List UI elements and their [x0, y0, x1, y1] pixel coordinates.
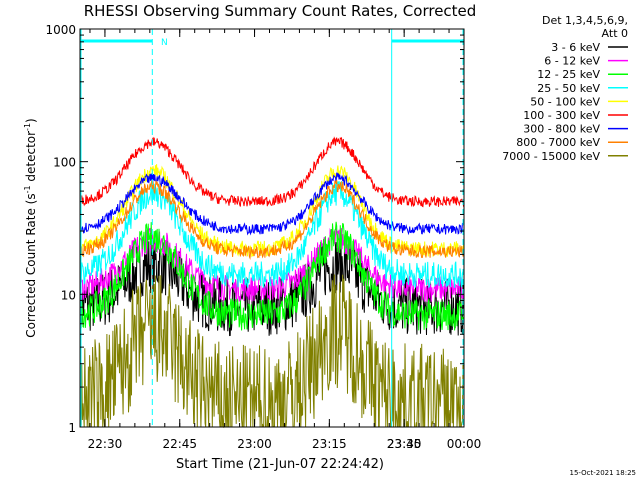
series-line-6: [79, 172, 464, 236]
plot-frame: [79, 28, 465, 428]
night-marker: N: [161, 38, 168, 48]
series-line-8: [79, 274, 465, 429]
legend-label-0: 3 - 6 keV: [551, 41, 600, 54]
y-axis-label: Corrected Count Rate (s-1 detector-1): [23, 118, 38, 337]
axis-ticks: 1 10 100 1000 22:30 22:45 23:00 23:15 23:3023:45…: [45, 23, 481, 451]
series-line-7: [79, 179, 465, 260]
y-axis-label-part2: detector: [24, 131, 38, 186]
x-tick-label-2: 23:00: [237, 437, 272, 451]
boundary-lines: [80, 29, 464, 427]
legend-label-5: 100 - 300 keV: [523, 109, 600, 122]
y-axis-label-sup1: -1: [23, 185, 32, 193]
y-axis-label-part3: ): [24, 118, 38, 123]
series-line-2: [79, 221, 465, 331]
y-tick-label-0: 1: [68, 421, 76, 435]
legend-label-1: 6 - 12 keV: [544, 55, 600, 68]
legend-header-line2: Att 0: [602, 27, 628, 40]
legend-label-3: 25 - 50 keV: [537, 82, 600, 95]
y-tick-label-3: 1000: [45, 23, 76, 37]
x-tick-label-3: 23:15: [312, 437, 347, 451]
footer-timestamp: 15-Oct-2021 18:25: [570, 469, 636, 477]
x-tick-label-6: 00:00: [447, 437, 482, 451]
x-tick-label-1: 22:45: [162, 437, 197, 451]
series-line-3: [79, 181, 465, 289]
y-tick-label-1: 10: [61, 288, 76, 302]
legend-label-4: 50 - 100 keV: [530, 95, 600, 108]
series-line-5: [79, 136, 465, 208]
legend-header-line1: Det 1,3,4,5,6,9,: [542, 14, 628, 27]
y-tick-label-2: 100: [53, 156, 76, 170]
legend-label-7: 800 - 7000 keV: [516, 136, 600, 149]
x-tick-label-4: 23:30: [387, 437, 422, 451]
legend-label-2: 12 - 25 keV: [537, 68, 600, 81]
series-layer: [79, 136, 465, 429]
x-tick-label-5: 23:45: [387, 437, 422, 451]
y-axis-label-part1: Corrected Count Rate (s: [24, 193, 38, 337]
legend-label-8: 7000 - 15000 keV: [502, 150, 600, 163]
y-axis-label-sup2: -1: [23, 123, 32, 131]
x-axis-label: Start Time (21-Jun-07 22:24:42): [176, 457, 384, 472]
chart-title: RHESSI Observing Summary Count Rates, Co…: [84, 2, 477, 20]
x-tick-label-0: 22:30: [88, 437, 123, 451]
legend-label-6: 300 - 800 keV: [523, 123, 600, 136]
